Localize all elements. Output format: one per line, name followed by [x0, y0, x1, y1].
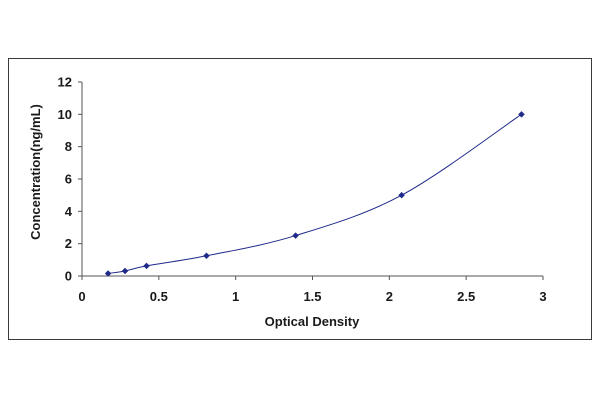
- data-point-marker: [143, 262, 150, 270]
- data-point-marker: [104, 270, 112, 277]
- data-point-marker: [203, 252, 210, 260]
- x-axis-ticks: 0 0.5 1 1.5 2 2.5 3: [78, 276, 547, 304]
- y-axis-ticks: 0 2 4 6 8 10 12: [58, 75, 82, 284]
- x-tick-label: 1: [232, 289, 239, 304]
- x-tick-label: 2.5: [457, 289, 475, 304]
- x-tick-label: 2: [386, 289, 393, 304]
- x-tick-label: 1.5: [303, 289, 321, 304]
- y-tick-label: 4: [65, 204, 73, 219]
- series-curve: [108, 113, 522, 274]
- y-tick-label: 12: [58, 75, 72, 90]
- chart-frame: [8, 58, 592, 340]
- y-tick-label: 8: [65, 139, 72, 154]
- data-point-marker: [121, 267, 129, 275]
- y-tick-label: 0: [65, 269, 72, 284]
- x-tick-label: 0: [78, 289, 85, 304]
- x-axis-title: Optical Density: [265, 314, 360, 329]
- x-tick-label: 3: [539, 289, 546, 304]
- data-point-marker: [398, 191, 405, 199]
- y-tick-label: 6: [65, 172, 72, 187]
- x-tick-label: 0.5: [150, 289, 168, 304]
- y-axis-title: Concentration(ng/mL): [28, 104, 43, 240]
- y-tick-label: 2: [65, 236, 72, 251]
- data-point-marker: [292, 232, 299, 239]
- y-tick-label: 10: [58, 107, 72, 122]
- data-points: [104, 110, 525, 277]
- axes: [81, 82, 543, 277]
- data-point-marker: [518, 110, 525, 118]
